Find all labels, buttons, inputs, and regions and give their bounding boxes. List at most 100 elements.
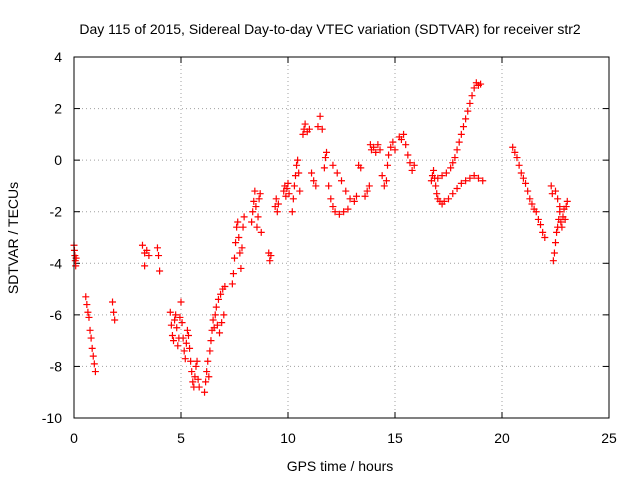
data-point [370, 143, 378, 151]
axis-ticks [73, 56, 610, 419]
data-point [274, 200, 282, 208]
data-point [329, 161, 337, 169]
data-point [372, 148, 380, 156]
data-point [378, 172, 386, 180]
data-point [183, 326, 191, 334]
data-point [312, 182, 320, 190]
data-point [406, 159, 414, 167]
data-point [294, 156, 302, 164]
data-point [231, 254, 238, 262]
data-point [352, 192, 360, 200]
data-point [235, 234, 243, 241]
data-point [320, 164, 328, 172]
data-point [248, 218, 256, 226]
x-tick-label: 25 [601, 430, 617, 446]
data-point [91, 368, 99, 376]
data-point [509, 143, 517, 151]
data-point [171, 316, 179, 324]
data-point [340, 208, 348, 216]
data-point [457, 130, 465, 138]
data-point [432, 182, 440, 190]
data-point [299, 130, 307, 138]
data-point [470, 172, 478, 180]
y-tick-label: -6 [50, 307, 63, 323]
data-point [250, 197, 258, 205]
data-point [537, 221, 545, 229]
data-point [180, 347, 188, 355]
data-point [519, 174, 527, 182]
x-axis-label: GPS time / hours [287, 458, 394, 474]
data-point [290, 182, 298, 190]
data-point [234, 218, 242, 226]
x-tick-label: 5 [177, 430, 185, 446]
data-point [289, 195, 297, 203]
y-tick-label: 2 [54, 101, 62, 117]
data-point [209, 316, 217, 324]
data-point [141, 262, 149, 270]
data-point [459, 123, 467, 131]
data-point [335, 210, 343, 218]
data-point [515, 161, 523, 169]
data-point [189, 378, 197, 386]
data-point [168, 331, 176, 339]
data-point [72, 262, 80, 270]
data-point [182, 339, 190, 347]
data-point [547, 182, 555, 190]
data-point [338, 177, 345, 185]
data-point [194, 375, 202, 383]
data-point [346, 195, 354, 203]
x-tick-label: 15 [387, 430, 403, 446]
data-point [166, 308, 174, 316]
data-point [449, 159, 457, 167]
data-point [466, 174, 474, 182]
data-point [155, 252, 163, 260]
data-point [513, 154, 521, 162]
data-point [517, 169, 525, 177]
data-point [316, 112, 324, 120]
data-point [402, 141, 410, 149]
data-point [178, 319, 186, 327]
data-point [438, 172, 446, 180]
data-point [442, 169, 450, 177]
data-point [552, 187, 559, 195]
data-point [562, 203, 570, 211]
data-point [327, 195, 335, 203]
data-point [550, 249, 558, 257]
data-point [308, 169, 316, 177]
data-point [468, 92, 476, 100]
data-point [453, 185, 461, 193]
data-point [188, 368, 196, 376]
data-point [522, 179, 530, 187]
data-point [534, 215, 542, 223]
data-point [524, 187, 532, 195]
data-point [552, 239, 559, 247]
data-point [295, 169, 303, 177]
data-point [451, 154, 459, 162]
data-point [221, 282, 229, 290]
data-point [556, 203, 564, 211]
data-point [474, 174, 482, 182]
data-point [410, 161, 418, 169]
data-point [252, 203, 260, 211]
data-point [408, 166, 416, 174]
y-tick-label: -10 [42, 410, 62, 426]
data-point [156, 267, 164, 275]
data-point [237, 264, 245, 272]
data-point [310, 177, 318, 185]
data-point [301, 120, 309, 128]
data-point [466, 99, 474, 107]
data-point [382, 177, 390, 185]
data-point [430, 166, 438, 174]
data-point [211, 311, 219, 319]
data-point [384, 161, 392, 169]
data-point [321, 154, 329, 162]
data-point [192, 362, 200, 370]
data-point [539, 228, 547, 236]
data-point [205, 373, 213, 381]
data-point [391, 146, 399, 154]
data-point [195, 383, 203, 391]
data-point [109, 298, 117, 306]
data-point [284, 179, 292, 187]
data-point [457, 179, 465, 187]
